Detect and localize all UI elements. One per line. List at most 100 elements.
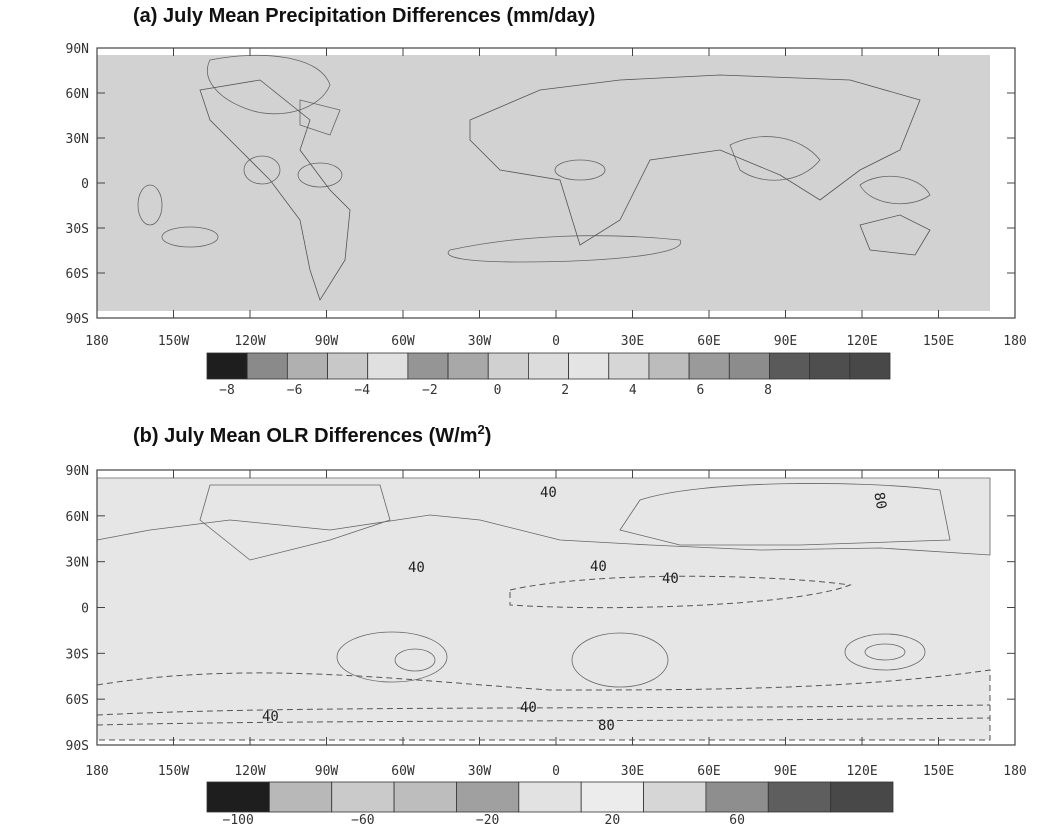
lat-label: 30N — [66, 556, 89, 571]
contour-area — [844, 633, 926, 671]
contour-area — [447, 235, 682, 263]
lat-label: 90S — [66, 739, 89, 754]
colorbar-box — [580, 781, 644, 813]
colorbar-box — [830, 781, 894, 813]
colorbar-box — [608, 352, 650, 380]
lon-label: 180 — [85, 764, 108, 779]
lat-label: 60S — [66, 693, 89, 708]
panel-title: (b) July Mean OLR Differences (W/m2) — [133, 422, 491, 447]
contour-area — [96, 477, 991, 556]
colorbar-box — [769, 352, 811, 380]
contour-label: 40 — [262, 709, 279, 725]
contour-area — [137, 184, 163, 226]
lon-label: 180 — [1003, 764, 1026, 779]
colorbar-box — [407, 352, 449, 380]
colorbar-box — [568, 352, 610, 380]
contour-area — [864, 643, 906, 661]
colorbar-box — [367, 352, 409, 380]
colorbar-box — [528, 352, 569, 380]
colorbar-box — [456, 781, 520, 813]
lat-label: 30S — [66, 647, 89, 662]
lon-label: 120E — [846, 764, 877, 779]
colorbar-box — [268, 781, 333, 813]
lon-label: 120E — [846, 334, 877, 349]
lon-label: 180 — [85, 334, 108, 349]
colorbar-box — [518, 781, 582, 813]
colorbar-label: 6 — [696, 383, 704, 398]
lon-label: 30W — [468, 334, 492, 349]
contour-area — [207, 54, 331, 115]
colorbar-box — [246, 352, 288, 380]
title-text: ) — [485, 425, 492, 447]
lat-label: 60N — [66, 510, 89, 525]
lat-label: 30N — [66, 132, 89, 147]
lon-label: 30E — [621, 334, 644, 349]
colorbar-box — [643, 781, 707, 813]
colorbar-box — [487, 352, 529, 380]
colorbar-label: −4 — [354, 383, 370, 398]
contour-label: 80 — [870, 491, 889, 510]
contour-area — [336, 631, 448, 683]
contour-label: 80 — [598, 718, 615, 734]
coastline — [469, 74, 921, 246]
lon-label: 150E — [923, 764, 954, 779]
colorbar-label: −100 — [223, 813, 254, 828]
contour-area — [619, 483, 951, 546]
contour-area — [161, 226, 219, 248]
lon-label: 120W — [234, 334, 265, 349]
lon-label: 120W — [234, 764, 265, 779]
contour-area — [394, 648, 436, 672]
panel-title: (a) July Mean Precipitation Differences … — [133, 5, 595, 27]
colorbar-box — [688, 352, 730, 380]
colorbar-box — [849, 352, 891, 380]
lon-label: 60W — [391, 334, 415, 349]
colorbar-box — [447, 352, 489, 380]
contour-label: 40 — [662, 571, 679, 587]
contour-area — [554, 159, 606, 181]
contour-area — [729, 136, 821, 181]
contour-area — [199, 484, 391, 561]
contour-area — [571, 632, 669, 688]
colorbar-label: −60 — [351, 813, 374, 828]
lat-label: 60N — [66, 87, 89, 102]
colorbar-box — [728, 352, 770, 380]
colorbar-label: 8 — [764, 383, 772, 398]
colorbar-label: −8 — [219, 383, 235, 398]
lon-label: 60E — [697, 764, 720, 779]
lon-label: 90E — [774, 334, 797, 349]
map-b — [96, 477, 991, 741]
colorbar-label: 60 — [729, 813, 745, 828]
lon-label: 90W — [315, 764, 339, 779]
colorbar-label: 2 — [561, 383, 569, 398]
colorbar-box — [206, 352, 248, 380]
colorbar-label: 4 — [629, 383, 637, 398]
contour-area — [509, 575, 852, 609]
lat-label: 30S — [66, 222, 89, 237]
colorbar-label: −2 — [422, 383, 438, 398]
contour-label: 40 — [520, 700, 537, 716]
lon-label: 60W — [391, 764, 415, 779]
title-text: (b) July Mean OLR Differences (W/m — [133, 425, 478, 447]
lon-label: 60E — [697, 334, 720, 349]
coastline — [199, 79, 351, 301]
colorbar-box — [206, 781, 270, 813]
contour-label: 40 — [540, 485, 557, 501]
contour-labels: 40 40 40 40 80 40 40 80 — [262, 485, 889, 734]
colorbar-label: 20 — [605, 813, 621, 828]
map-background — [97, 55, 990, 311]
lon-label: 150E — [923, 334, 954, 349]
colorbar-box — [705, 781, 769, 813]
map-background — [97, 478, 990, 740]
colorbar-box — [393, 781, 457, 813]
lon-label: 90E — [774, 764, 797, 779]
contour-area — [96, 669, 991, 741]
lat-label: 60S — [66, 267, 89, 282]
title-superscript: 2 — [478, 422, 485, 437]
lat-label: 90S — [66, 312, 89, 327]
lat-label: 90N — [66, 42, 89, 57]
colorbar-box — [648, 352, 690, 380]
colorbar-box — [327, 352, 369, 380]
lon-label: 150W — [158, 334, 189, 349]
contour-area — [297, 162, 343, 188]
